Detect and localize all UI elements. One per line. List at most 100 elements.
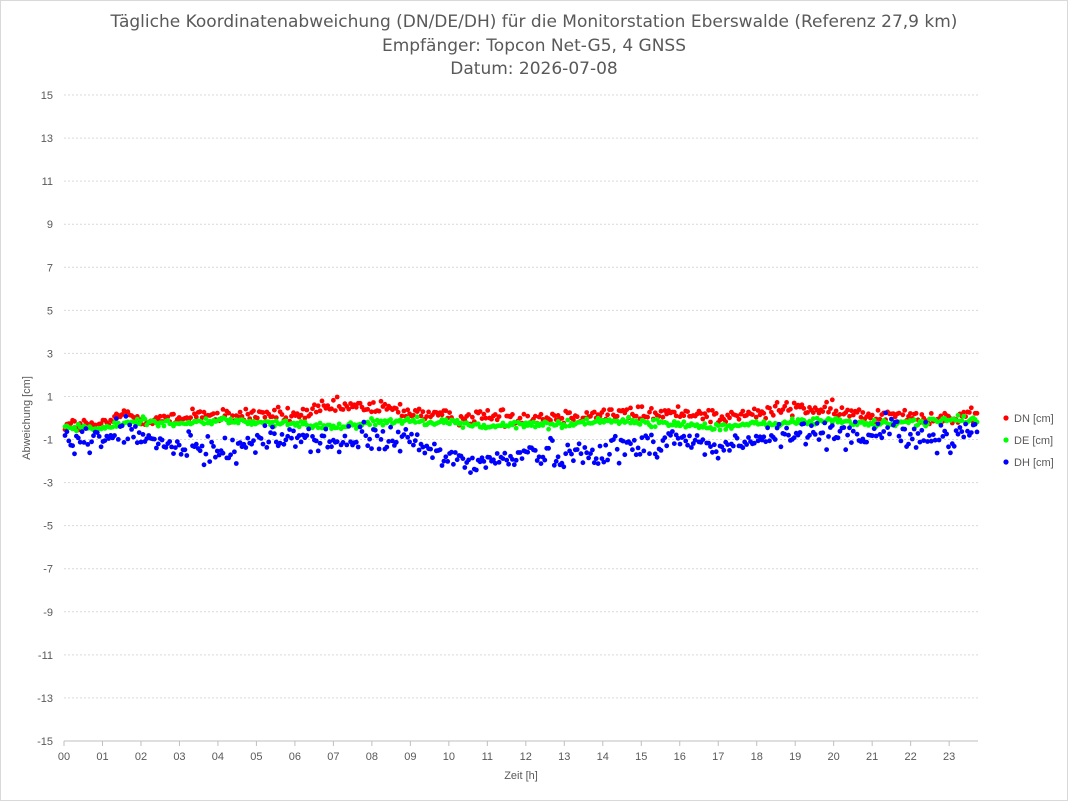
data-point	[633, 413, 639, 419]
data-point	[226, 410, 232, 416]
data-point	[121, 440, 127, 445]
data-point	[401, 408, 407, 414]
data-point	[730, 443, 736, 449]
data-point	[214, 410, 220, 416]
data-point	[513, 425, 519, 431]
data-point	[380, 429, 386, 434]
data-point	[152, 436, 157, 442]
data-point	[355, 444, 361, 450]
data-point	[412, 438, 418, 444]
y-tick-label: 11	[42, 176, 53, 188]
data-point	[538, 461, 544, 466]
data-point	[85, 442, 91, 447]
data-point	[251, 408, 256, 414]
data-point	[285, 433, 291, 439]
data-point	[466, 457, 471, 463]
x-tick-label: 19	[789, 751, 801, 763]
data-point	[784, 400, 789, 405]
data-point	[483, 415, 489, 421]
data-point	[725, 442, 730, 447]
data-point	[294, 420, 300, 426]
data-point	[908, 411, 913, 416]
data-point	[849, 440, 854, 445]
data-point	[203, 451, 209, 457]
data-point	[923, 419, 928, 425]
data-point	[79, 429, 85, 435]
data-point	[877, 416, 883, 422]
data-point	[578, 451, 584, 457]
y-tick-label: -7	[43, 564, 53, 576]
x-tick-label: 15	[635, 751, 647, 763]
data-point	[633, 452, 639, 458]
data-point	[864, 439, 869, 445]
data-point	[521, 411, 527, 417]
data-point	[293, 444, 298, 449]
data-point	[372, 427, 378, 433]
data-point	[708, 444, 713, 449]
data-point	[810, 410, 816, 415]
data-point	[930, 432, 936, 437]
data-point	[359, 429, 365, 434]
data-point	[479, 455, 485, 461]
data-point	[138, 439, 144, 445]
data-point	[919, 412, 925, 417]
series-2	[62, 410, 980, 475]
y-tick-label: -13	[37, 693, 53, 705]
data-point	[283, 437, 289, 443]
data-point	[816, 437, 822, 442]
data-point	[675, 435, 681, 441]
data-point	[119, 412, 125, 417]
data-point	[323, 426, 329, 432]
data-point	[182, 447, 188, 453]
data-point	[270, 414, 275, 419]
y-tick-label: -1	[43, 435, 53, 447]
data-point	[384, 444, 390, 450]
data-point	[496, 459, 502, 465]
data-point	[852, 419, 858, 425]
y-axis-label: Abweichung [cm]	[21, 376, 33, 460]
data-point	[443, 408, 449, 414]
data-point	[829, 397, 835, 403]
data-point	[405, 407, 411, 413]
data-point	[334, 439, 340, 445]
data-point	[133, 424, 138, 429]
data-point	[774, 425, 780, 431]
data-point	[98, 444, 104, 450]
data-point	[64, 429, 70, 435]
data-point	[321, 423, 327, 428]
data-point	[313, 438, 319, 444]
data-point	[883, 410, 888, 416]
data-point	[584, 416, 590, 422]
x-tick-label: 02	[135, 751, 147, 763]
data-point	[536, 454, 542, 460]
data-point	[603, 442, 609, 448]
data-point	[591, 460, 597, 466]
data-point	[788, 406, 793, 412]
data-point	[704, 414, 710, 420]
data-point	[220, 450, 226, 456]
data-point	[694, 433, 700, 438]
data-point	[161, 423, 167, 429]
data-point	[869, 412, 875, 418]
data-point	[654, 417, 660, 422]
chart-date: Datum: 2026-07-08	[450, 59, 618, 79]
data-point	[803, 441, 809, 447]
x-tick-label: 04	[212, 751, 224, 763]
y-tick-label: -15	[37, 736, 53, 748]
data-point	[913, 445, 919, 450]
data-point	[649, 406, 654, 411]
data-point	[258, 436, 264, 441]
x-tick-label: 06	[289, 751, 301, 763]
data-point	[386, 439, 392, 444]
data-point	[609, 407, 614, 412]
data-point	[839, 405, 845, 411]
data-point	[698, 411, 704, 416]
data-point	[814, 420, 820, 426]
data-point	[959, 429, 965, 434]
data-point	[751, 406, 757, 412]
data-point	[382, 401, 388, 407]
x-tick-label: 16	[674, 751, 686, 763]
data-point	[847, 425, 852, 431]
data-point	[473, 467, 479, 473]
data-point	[953, 428, 959, 434]
